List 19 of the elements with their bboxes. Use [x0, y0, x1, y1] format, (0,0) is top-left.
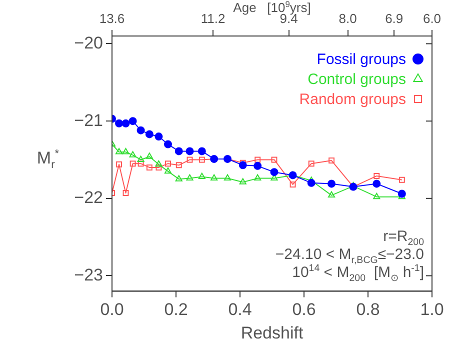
y-tick-label: −20: [74, 33, 103, 52]
x-tick-label: 1.0: [420, 300, 444, 320]
legend-label: Random groups: [299, 91, 406, 108]
x-axis-title: Redshift: [240, 323, 304, 342]
legend-label: Control groups: [308, 71, 406, 88]
x-tick-label: 0.6: [292, 300, 316, 320]
x2-tick-label: 6.0: [422, 10, 442, 26]
y-tick-label: −22: [74, 188, 103, 208]
x2-tick-label: 6.9: [385, 10, 404, 26]
x-tick-label: 0.2: [164, 300, 188, 320]
y-tick-label: −23: [74, 265, 103, 284]
x-tick-label: 0.4: [228, 300, 252, 320]
x2-tick-label: 13.6: [99, 10, 125, 26]
legend-label: Fossil groups: [316, 51, 406, 68]
x2-tick-label: 11.2: [200, 10, 226, 26]
x2-tick-label: 8.0: [338, 10, 357, 26]
x-tick-label: 0.8: [356, 300, 380, 320]
y-tick-label: −21: [74, 110, 103, 130]
x-tick-label: 0.0: [100, 300, 124, 320]
